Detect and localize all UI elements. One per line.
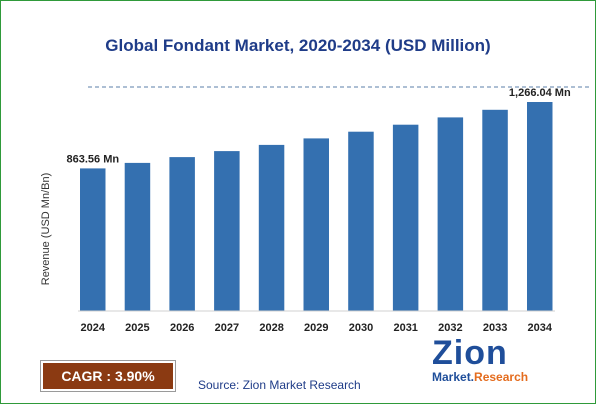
bar-2029 xyxy=(303,138,329,311)
logo-wordmark: Zion xyxy=(432,334,508,372)
x-tick-label: 2027 xyxy=(215,322,239,334)
x-tick-label: 2033 xyxy=(483,322,507,334)
cagr-badge: CAGR : 3.90% xyxy=(40,360,176,392)
bar-2034 xyxy=(527,102,553,311)
logo-subtext: Market.Research xyxy=(432,370,552,384)
data-label: 863.56 Mn xyxy=(67,153,120,165)
x-tick-label: 2026 xyxy=(170,322,194,334)
x-tick-label: 2030 xyxy=(349,322,373,334)
y-axis-label: Revenue (USD Mn/Bn) xyxy=(40,173,52,286)
logo-subtext-b: Research xyxy=(474,370,529,384)
bar-2033 xyxy=(482,109,508,311)
bar-2031 xyxy=(392,124,419,311)
x-tick-label: 2024 xyxy=(81,322,106,334)
data-label: 1,266.04 Mn xyxy=(509,87,571,99)
bar-2025 xyxy=(124,162,151,311)
x-tick-label: 2029 xyxy=(304,322,328,334)
bar-2028 xyxy=(258,144,285,311)
bar-2024 xyxy=(80,168,106,311)
x-tick-label: 2034 xyxy=(528,322,553,334)
chart-title: Global Fondant Market, 2020-2034 (USD Mi… xyxy=(105,36,491,55)
bar-2027 xyxy=(214,151,240,311)
x-tick-label: 2025 xyxy=(125,322,149,334)
x-tick-label: 2032 xyxy=(438,322,462,334)
bar-2032 xyxy=(437,117,464,312)
bar-2030 xyxy=(348,131,374,311)
bar-2026 xyxy=(169,157,195,311)
cagr-text: CAGR : 3.90% xyxy=(43,363,173,389)
logo-subtext-a: Market. xyxy=(432,370,475,384)
x-tick-label: 2031 xyxy=(393,322,417,334)
x-tick-label: 2028 xyxy=(259,322,283,334)
source-text: Source: Zion Market Research xyxy=(198,378,361,392)
zion-logo: Zion Market.Research xyxy=(432,336,552,396)
